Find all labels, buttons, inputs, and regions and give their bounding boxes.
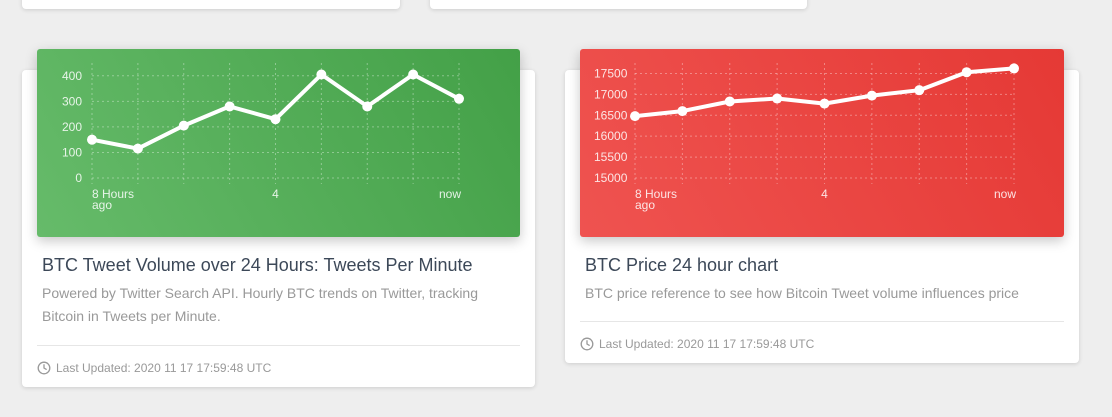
y-tick-label: 0 xyxy=(75,171,82,185)
data-point xyxy=(1009,63,1019,74)
data-point xyxy=(87,134,97,145)
btc-price-footer: Last Updated: 2020 11 17 17:59:48 UTC xyxy=(580,321,1064,366)
y-tick-label: 17000 xyxy=(594,87,628,101)
data-point xyxy=(772,93,783,104)
series-line xyxy=(91,72,460,151)
btc-price-title: BTC Price 24 hour chart xyxy=(585,255,779,275)
y-tick-label: 200 xyxy=(62,120,82,134)
data-point xyxy=(224,101,235,112)
y-tick-label: 16000 xyxy=(594,129,628,143)
data-point xyxy=(724,96,735,107)
top-card-left xyxy=(22,0,400,9)
y-tick-label: 15500 xyxy=(594,150,628,164)
x-tick-label: 8 Hours ago xyxy=(635,187,677,212)
data-point xyxy=(316,69,327,80)
data-point xyxy=(819,98,830,109)
y-tick-label: 400 xyxy=(62,69,82,83)
tweet-volume-description: Powered by Twitter Search API. Hourly BT… xyxy=(42,285,479,324)
y-tick-label: 15000 xyxy=(594,171,628,185)
x-tick-label: 8 Hours ago xyxy=(92,187,134,212)
data-point xyxy=(132,143,143,154)
x-tick-label: now xyxy=(439,187,461,201)
btc-price-chart: 15000 15500 16000 16500 17000 17500 8 Hours ago… xyxy=(594,63,1019,212)
data-point xyxy=(408,69,419,80)
data-point xyxy=(677,106,688,117)
x-tick-label: 4 xyxy=(272,187,279,201)
y-tick-label: 300 xyxy=(62,94,82,108)
data-point xyxy=(866,90,877,101)
tweet-volume-chart-header: 0 100 200 300 400 8 Hours ago 4 now xyxy=(37,49,520,237)
data-point xyxy=(178,120,189,131)
data-point xyxy=(362,101,373,112)
data-point xyxy=(454,93,464,104)
y-tick-label: 17500 xyxy=(594,66,628,80)
btc-price-description: BTC price reference to see how Bitcoin T… xyxy=(585,285,1019,301)
tweet-volume-title: BTC Tweet Volume over 24 Hours: Tweets P… xyxy=(42,255,473,275)
x-tick-label: now xyxy=(994,187,1016,201)
tweet-volume-footer: Last Updated: 2020 11 17 17:59:48 UTC xyxy=(37,345,520,390)
data-point xyxy=(270,114,281,125)
y-tick-label: 16500 xyxy=(594,108,628,122)
top-card-right xyxy=(430,0,807,9)
btc-price-chart-header: 15000 15500 16000 16500 17000 17500 8 Hours ago… xyxy=(580,49,1064,237)
data-point xyxy=(914,85,925,96)
x-tick-label: 4 xyxy=(821,187,828,201)
tweet-volume-chart: 0 100 200 300 400 8 Hours ago 4 now xyxy=(62,63,464,212)
last-updated-text: Last Updated: 2020 11 17 17:59:48 UTC xyxy=(599,337,815,351)
data-point xyxy=(961,67,972,78)
clock-icon xyxy=(580,337,594,351)
y-tick-label: 100 xyxy=(62,145,82,159)
data-point xyxy=(630,111,640,122)
clock-icon xyxy=(37,361,51,375)
last-updated-text: Last Updated: 2020 11 17 17:59:48 UTC xyxy=(56,361,272,375)
